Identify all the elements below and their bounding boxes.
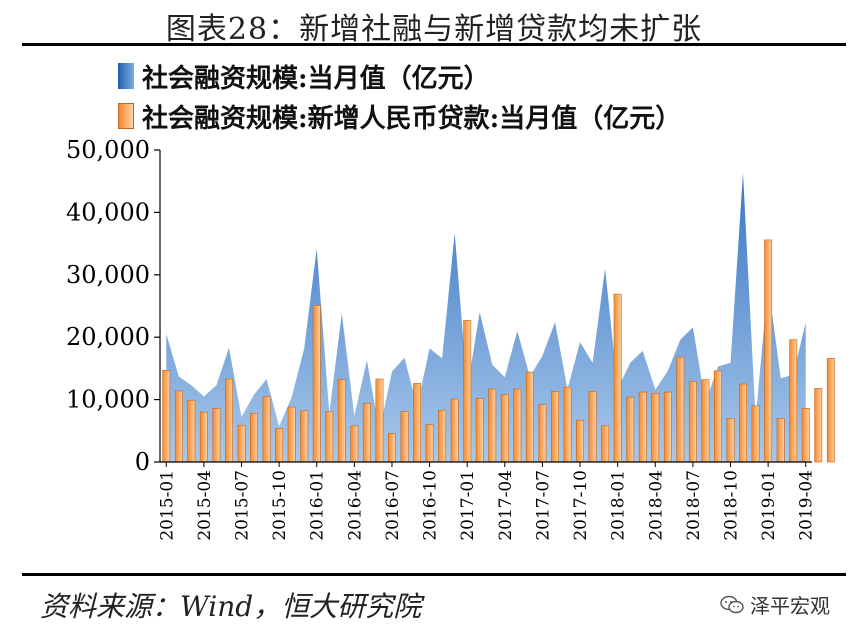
bar-rmb-loans — [300, 410, 309, 463]
bar-rmb-loans — [463, 320, 472, 463]
bar-rmb-loans — [250, 412, 258, 463]
x-tick-label: 2019-01 — [759, 470, 779, 541]
bar-rmb-loans — [199, 411, 208, 463]
bar-rmb-loans — [425, 424, 434, 463]
bar-rmb-loans — [826, 358, 835, 463]
bar-rmb-loans — [450, 398, 459, 463]
bar-rmb-loans — [663, 391, 672, 463]
bar-rmb-loans — [337, 379, 346, 463]
bar-rmb-loans — [538, 404, 547, 463]
bar-rmb-loans — [726, 417, 735, 463]
bar-rmb-loans — [225, 378, 233, 463]
bar-rmb-loans — [713, 370, 722, 463]
bar-rmb-loans — [237, 424, 246, 463]
bar-rmb-loans — [676, 356, 685, 463]
area-series-total-financing — [166, 173, 806, 462]
x-tick-label: 2016-01 — [308, 470, 328, 541]
bar-rmb-loans — [751, 405, 760, 463]
bar-rmb-loans — [262, 396, 271, 463]
bar-rmb-loans — [638, 391, 647, 463]
x-tick-label: 2018-01 — [609, 470, 629, 541]
bar-rmb-loans — [275, 427, 284, 463]
bar-rmb-loans — [739, 383, 748, 463]
bar-rmb-loans — [701, 379, 710, 463]
bar-rmb-loans — [576, 419, 585, 463]
x-tick-label: 2016-04 — [345, 470, 365, 541]
source-note: 资料来源：Wind，恒大研究院 — [40, 590, 422, 623]
wechat-icon — [720, 595, 744, 613]
watermark-text: 泽平宏观 — [750, 594, 830, 618]
bar-rmb-loans — [801, 407, 810, 463]
bar-rmb-loans — [174, 390, 183, 463]
x-tick-label: 2017-10 — [571, 470, 591, 541]
bar-rmb-loans — [814, 388, 823, 463]
x-tick-label: 2016-07 — [383, 470, 403, 541]
bar-rmb-loans — [350, 425, 359, 463]
x-tick-label: 2015-10 — [270, 470, 290, 541]
bar-rmb-loans — [187, 399, 196, 463]
bar-rmb-loans — [212, 407, 221, 463]
bar-rmb-loans — [525, 371, 534, 463]
top-rule — [22, 43, 846, 46]
legend-swatch-orange — [118, 103, 134, 129]
x-tick-label: 2018-04 — [646, 470, 666, 541]
bar-rmb-loans — [550, 391, 559, 463]
x-tick-label: 2017-07 — [533, 470, 553, 541]
bar-rmb-loans — [513, 388, 522, 463]
bar-rmb-loans — [162, 369, 171, 463]
y-tick-label: 0 — [135, 448, 150, 476]
bar-rmb-loans — [776, 417, 785, 463]
x-tick-label: 2019-04 — [797, 470, 817, 541]
x-tick-label: 2018-07 — [684, 470, 704, 541]
bar-rmb-loans — [362, 402, 371, 463]
y-tick-label: 20,000 — [66, 323, 150, 351]
bar-rmb-loans — [488, 388, 497, 463]
x-tick-label: 2015-04 — [195, 470, 215, 541]
bar-rmb-loans — [413, 383, 421, 463]
x-tick-label: 2015-07 — [233, 470, 253, 541]
bar-rmb-loans — [764, 239, 773, 463]
legend-label-total-financing: 社会融资规模:当月值（亿元） — [142, 63, 490, 94]
bar-rmb-loans — [626, 396, 635, 463]
watermark: 泽平宏观 — [720, 590, 830, 619]
bar-rmb-loans — [601, 425, 610, 463]
bar-rmb-loans — [588, 391, 597, 463]
bar-rmb-loans — [500, 394, 509, 463]
legend-label-rmb-loans: 社会融资规模:新增人民币贷款:当月值（亿元） — [142, 103, 682, 134]
bar-rmb-loans — [613, 293, 622, 463]
bottom-rule — [22, 573, 846, 576]
legend: 社会融资规模:当月值（亿元） 社会融资规模:新增人民币贷款:当月值（亿元） — [118, 56, 681, 136]
legend-item-rmb-loans: 社会融资规模:新增人民币贷款:当月值（亿元） — [118, 96, 681, 136]
legend-swatch-blue — [118, 63, 134, 89]
x-tick-label: 2017-01 — [458, 470, 478, 541]
x-tick-label: 2018-10 — [722, 470, 742, 541]
legend-item-total-financing: 社会融资规模:当月值（亿元） — [118, 56, 681, 96]
x-tick-label: 2016-10 — [421, 470, 441, 541]
y-tick-label: 40,000 — [66, 198, 150, 226]
bar-rmb-loans — [375, 378, 384, 463]
bar-rmb-loans — [475, 398, 484, 463]
y-tick-label: 30,000 — [66, 261, 150, 289]
bar-rmb-loans — [438, 409, 447, 463]
chart-title: 图表28：新增社融与新增贷款均未扩张 — [165, 12, 703, 47]
bar-rmb-loans — [651, 393, 660, 463]
bar-rmb-loans — [789, 339, 798, 463]
bar-rmb-loans — [688, 381, 697, 463]
x-tick-label: 2015-01 — [157, 470, 177, 541]
y-tick-label: 50,000 — [66, 136, 150, 164]
y-tick-label: 10,000 — [66, 386, 150, 414]
bar-rmb-loans — [312, 305, 321, 463]
bar-rmb-loans — [563, 386, 572, 463]
bar-rmb-loans — [287, 406, 296, 463]
bar-rmb-loans — [387, 432, 396, 463]
bar-rmb-loans — [325, 411, 334, 463]
bar-rmb-loans — [400, 411, 409, 463]
x-tick-label: 2017-04 — [496, 470, 516, 541]
